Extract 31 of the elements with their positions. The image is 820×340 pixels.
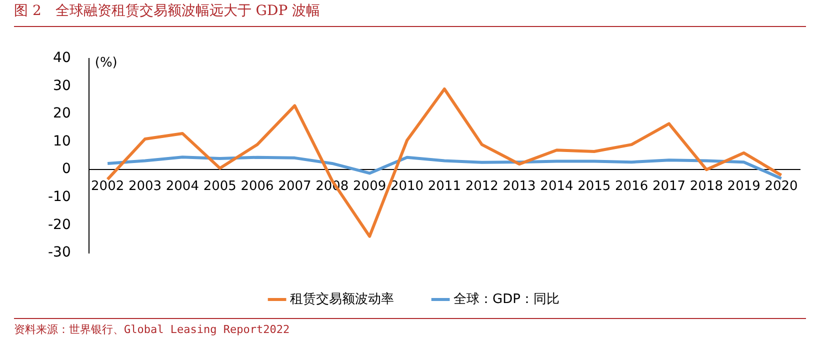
x-tick-label: 2010 bbox=[390, 178, 424, 194]
legend-label: 租赁交易额波动率 bbox=[290, 290, 394, 307]
x-tick-label: 2009 bbox=[353, 178, 386, 194]
y-tick-label: 40 bbox=[53, 50, 71, 66]
x-tick-label: 2015 bbox=[578, 178, 611, 194]
x-tick-label: 2005 bbox=[203, 178, 236, 194]
y-tick-label: -10 bbox=[48, 189, 71, 206]
y-tick-label: -30 bbox=[48, 244, 71, 261]
y-tick-label: 20 bbox=[53, 106, 71, 122]
x-tick-label: 2004 bbox=[166, 178, 199, 194]
y-tick-label: 10 bbox=[53, 133, 71, 150]
x-tick-label: 2017 bbox=[652, 178, 686, 194]
legend-label: 全球：GDP：同比 bbox=[454, 292, 560, 307]
x-tick-label: 2002 bbox=[91, 178, 124, 194]
x-tick-label: 2019 bbox=[727, 178, 760, 194]
y-tick-label: 30 bbox=[53, 78, 71, 94]
x-tick-label: 2011 bbox=[428, 178, 461, 194]
x-tick-label: 2020 bbox=[764, 178, 798, 194]
x-tick-label: 2006 bbox=[240, 178, 274, 194]
x-tick-label: 2012 bbox=[465, 178, 498, 194]
y-tick-label: -20 bbox=[48, 216, 71, 233]
text: 资料来源：世界银行、Global Leasing Report2022 bbox=[14, 322, 290, 337]
chart-title: 图 2 全球融资租赁交易额波幅远大于 GDP 波幅 bbox=[14, 2, 320, 20]
y-axis-title: (%) bbox=[94, 55, 118, 70]
x-tick-label: 2007 bbox=[278, 178, 312, 194]
x-tick-label: 2003 bbox=[128, 178, 162, 194]
x-tick-label: 2018 bbox=[690, 178, 723, 194]
x-tick-label: 2016 bbox=[615, 178, 648, 194]
x-tick-label: 2014 bbox=[540, 178, 574, 194]
x-tick-label: 2013 bbox=[502, 178, 536, 194]
y-tick-label: 0 bbox=[62, 161, 71, 178]
